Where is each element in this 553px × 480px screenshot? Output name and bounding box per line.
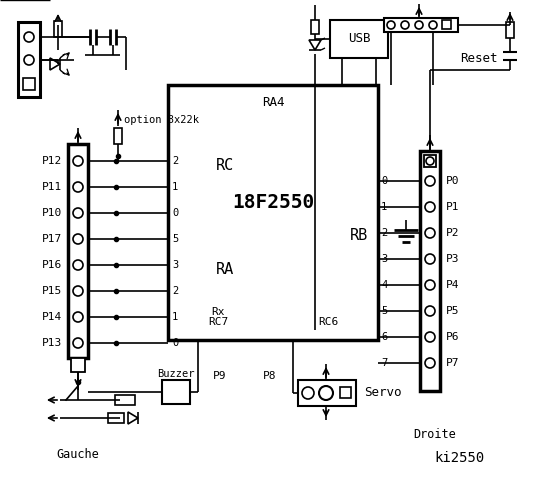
Text: P8: P8 <box>263 371 276 381</box>
Text: 2: 2 <box>381 228 387 238</box>
Bar <box>506 22 514 38</box>
Bar <box>340 387 351 398</box>
Bar <box>114 128 122 144</box>
Text: P5: P5 <box>446 306 460 316</box>
Text: 3: 3 <box>172 260 178 270</box>
Text: 0: 0 <box>172 338 178 348</box>
Bar <box>168 85 378 340</box>
Bar <box>162 380 190 404</box>
Text: P3: P3 <box>446 254 460 264</box>
Circle shape <box>73 286 83 296</box>
Circle shape <box>302 387 314 399</box>
Bar <box>424 155 436 167</box>
Circle shape <box>319 386 333 400</box>
Bar <box>71 358 85 372</box>
Circle shape <box>425 306 435 316</box>
Text: P4: P4 <box>446 280 460 290</box>
Bar <box>442 20 451 29</box>
Text: Reset: Reset <box>460 51 498 64</box>
Text: P9: P9 <box>213 371 227 381</box>
Text: P14: P14 <box>41 312 62 322</box>
Circle shape <box>425 202 435 212</box>
Circle shape <box>73 156 83 166</box>
Circle shape <box>24 32 34 42</box>
Circle shape <box>425 358 435 368</box>
Text: RC6: RC6 <box>318 317 338 327</box>
Circle shape <box>401 21 409 29</box>
Text: P12: P12 <box>41 156 62 166</box>
Text: P11: P11 <box>41 182 62 192</box>
Text: option 8x22k: option 8x22k <box>124 115 199 125</box>
Text: Droite: Droite <box>414 429 456 442</box>
Circle shape <box>415 21 423 29</box>
Circle shape <box>425 280 435 290</box>
Circle shape <box>425 254 435 264</box>
Text: 0: 0 <box>381 176 387 186</box>
Bar <box>330 20 388 58</box>
Text: 1: 1 <box>172 182 178 192</box>
Text: 1: 1 <box>172 312 178 322</box>
Text: RB: RB <box>349 228 368 242</box>
Text: P17: P17 <box>41 234 62 244</box>
Text: 1: 1 <box>381 202 387 212</box>
Text: 3: 3 <box>381 254 387 264</box>
Text: P1: P1 <box>446 202 460 212</box>
Text: P2: P2 <box>446 228 460 238</box>
Circle shape <box>73 260 83 270</box>
Text: 5: 5 <box>381 306 387 316</box>
Text: P0: P0 <box>446 176 460 186</box>
Text: 4: 4 <box>381 280 387 290</box>
Text: P6: P6 <box>446 332 460 342</box>
Polygon shape <box>309 40 321 50</box>
Text: RC: RC <box>216 157 234 172</box>
Text: Rx: Rx <box>211 307 225 317</box>
Circle shape <box>425 332 435 342</box>
Bar <box>23 78 35 90</box>
Text: ki2550: ki2550 <box>435 451 485 465</box>
Polygon shape <box>128 412 138 424</box>
Circle shape <box>24 55 34 65</box>
Circle shape <box>425 228 435 238</box>
Text: 7: 7 <box>381 358 387 368</box>
Bar <box>115 395 135 405</box>
Bar <box>384 18 458 32</box>
Text: RC7: RC7 <box>208 317 228 327</box>
Text: RA: RA <box>216 263 234 277</box>
Text: Gauche: Gauche <box>56 448 100 461</box>
Text: 0: 0 <box>172 208 178 218</box>
Bar <box>420 151 440 391</box>
Text: P16: P16 <box>41 260 62 270</box>
Text: P15: P15 <box>41 286 62 296</box>
Polygon shape <box>50 58 60 70</box>
Circle shape <box>425 176 435 186</box>
Text: Servo: Servo <box>364 386 401 399</box>
Text: 5: 5 <box>172 234 178 244</box>
Text: P7: P7 <box>446 358 460 368</box>
Circle shape <box>73 234 83 244</box>
Circle shape <box>426 157 434 165</box>
Circle shape <box>387 21 395 29</box>
Bar <box>68 144 88 358</box>
Text: 2: 2 <box>172 156 178 166</box>
Text: Buzzer: Buzzer <box>157 369 195 379</box>
Circle shape <box>73 182 83 192</box>
Circle shape <box>73 338 83 348</box>
Text: RA4: RA4 <box>262 96 284 109</box>
Text: P10: P10 <box>41 208 62 218</box>
Bar <box>108 413 124 423</box>
Bar <box>311 20 319 34</box>
Circle shape <box>73 208 83 218</box>
Text: USB: USB <box>348 33 371 46</box>
Bar <box>298 380 356 406</box>
Text: P13: P13 <box>41 338 62 348</box>
Bar <box>18 22 40 97</box>
Text: 2: 2 <box>172 286 178 296</box>
Circle shape <box>429 21 437 29</box>
Circle shape <box>73 312 83 322</box>
Text: 18F2550: 18F2550 <box>232 193 314 212</box>
Bar <box>54 21 62 37</box>
Text: 6: 6 <box>381 332 387 342</box>
